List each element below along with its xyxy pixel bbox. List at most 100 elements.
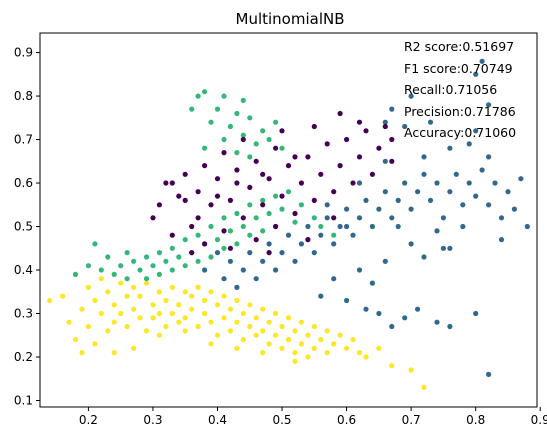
data-point	[279, 128, 285, 134]
data-point	[221, 136, 227, 143]
y-tick-label: 0.7	[14, 133, 33, 147]
data-point	[169, 267, 175, 273]
data-point	[202, 163, 208, 169]
data-point	[253, 237, 259, 243]
data-point	[150, 263, 156, 269]
data-point	[208, 254, 214, 260]
data-point	[363, 128, 369, 134]
data-point	[227, 228, 233, 234]
data-point	[92, 241, 98, 247]
data-point	[234, 319, 240, 325]
data-point	[498, 215, 505, 221]
data-point	[311, 123, 317, 130]
data-point	[356, 119, 363, 125]
data-point	[260, 258, 266, 264]
data-point	[195, 215, 201, 221]
data-point	[118, 263, 124, 269]
data-point	[434, 180, 440, 186]
data-point	[408, 367, 414, 373]
y-tick-label: 0.1	[14, 393, 33, 407]
data-point	[202, 267, 208, 273]
data-point	[279, 250, 285, 256]
data-point	[324, 215, 330, 221]
data-point	[273, 145, 279, 151]
data-point	[415, 306, 421, 312]
data-point	[131, 306, 137, 312]
data-point	[389, 106, 395, 112]
data-point	[47, 297, 53, 304]
data-point	[92, 341, 98, 347]
data-point	[253, 315, 259, 321]
data-point	[111, 271, 117, 277]
data-point	[124, 250, 130, 256]
data-point	[273, 223, 279, 230]
data-point	[195, 189, 201, 195]
data-point	[466, 180, 472, 186]
data-point	[234, 150, 240, 156]
data-point	[447, 323, 453, 330]
data-point	[376, 310, 382, 317]
data-point	[324, 328, 330, 334]
data-point	[524, 223, 530, 230]
data-point	[318, 232, 324, 238]
data-point	[214, 193, 221, 199]
data-point	[247, 115, 253, 121]
data-point	[305, 223, 311, 230]
data-point	[163, 323, 169, 330]
data-point	[305, 332, 311, 338]
data-point	[163, 258, 169, 264]
data-point	[202, 145, 208, 151]
r2-score-label: R2 score:0.51697	[404, 39, 514, 54]
data-point	[311, 197, 317, 203]
data-point	[214, 250, 221, 256]
data-point	[247, 154, 253, 160]
data-point	[227, 328, 233, 334]
data-point	[105, 289, 111, 295]
data-point	[266, 241, 272, 247]
data-point	[382, 189, 388, 195]
data-point	[234, 180, 240, 186]
data-point	[324, 202, 330, 208]
data-point	[195, 93, 201, 99]
data-point	[221, 215, 227, 221]
data-point	[279, 193, 285, 199]
data-point	[402, 315, 408, 321]
data-point	[221, 245, 227, 251]
data-point	[195, 258, 201, 264]
data-point	[266, 250, 272, 256]
data-point	[460, 202, 466, 208]
data-point	[305, 154, 311, 160]
data-point	[72, 271, 79, 277]
data-point	[266, 341, 272, 347]
data-point	[344, 223, 350, 230]
data-point	[176, 319, 182, 325]
data-point	[292, 358, 298, 364]
data-point	[395, 197, 401, 203]
data-point	[266, 319, 272, 325]
data-point	[376, 345, 382, 351]
data-point	[260, 128, 266, 134]
data-point	[331, 215, 337, 221]
data-point	[234, 241, 240, 247]
x-tick-label: 0.8	[466, 413, 485, 427]
data-point	[240, 132, 246, 138]
data-point	[163, 180, 169, 186]
data-point	[498, 237, 505, 243]
data-point	[169, 284, 175, 290]
data-point	[253, 158, 259, 164]
data-point	[447, 145, 453, 151]
data-point	[382, 123, 388, 130]
data-point	[324, 350, 330, 356]
data-point	[221, 276, 227, 282]
data-point	[292, 154, 298, 160]
data-point	[324, 141, 330, 147]
data-point	[266, 210, 272, 217]
data-point	[247, 184, 253, 190]
data-point	[253, 215, 259, 221]
data-point	[240, 310, 246, 317]
data-point	[486, 202, 492, 208]
data-point	[143, 280, 150, 286]
data-point	[389, 323, 395, 330]
data-point	[118, 310, 124, 317]
data-point	[124, 293, 130, 299]
